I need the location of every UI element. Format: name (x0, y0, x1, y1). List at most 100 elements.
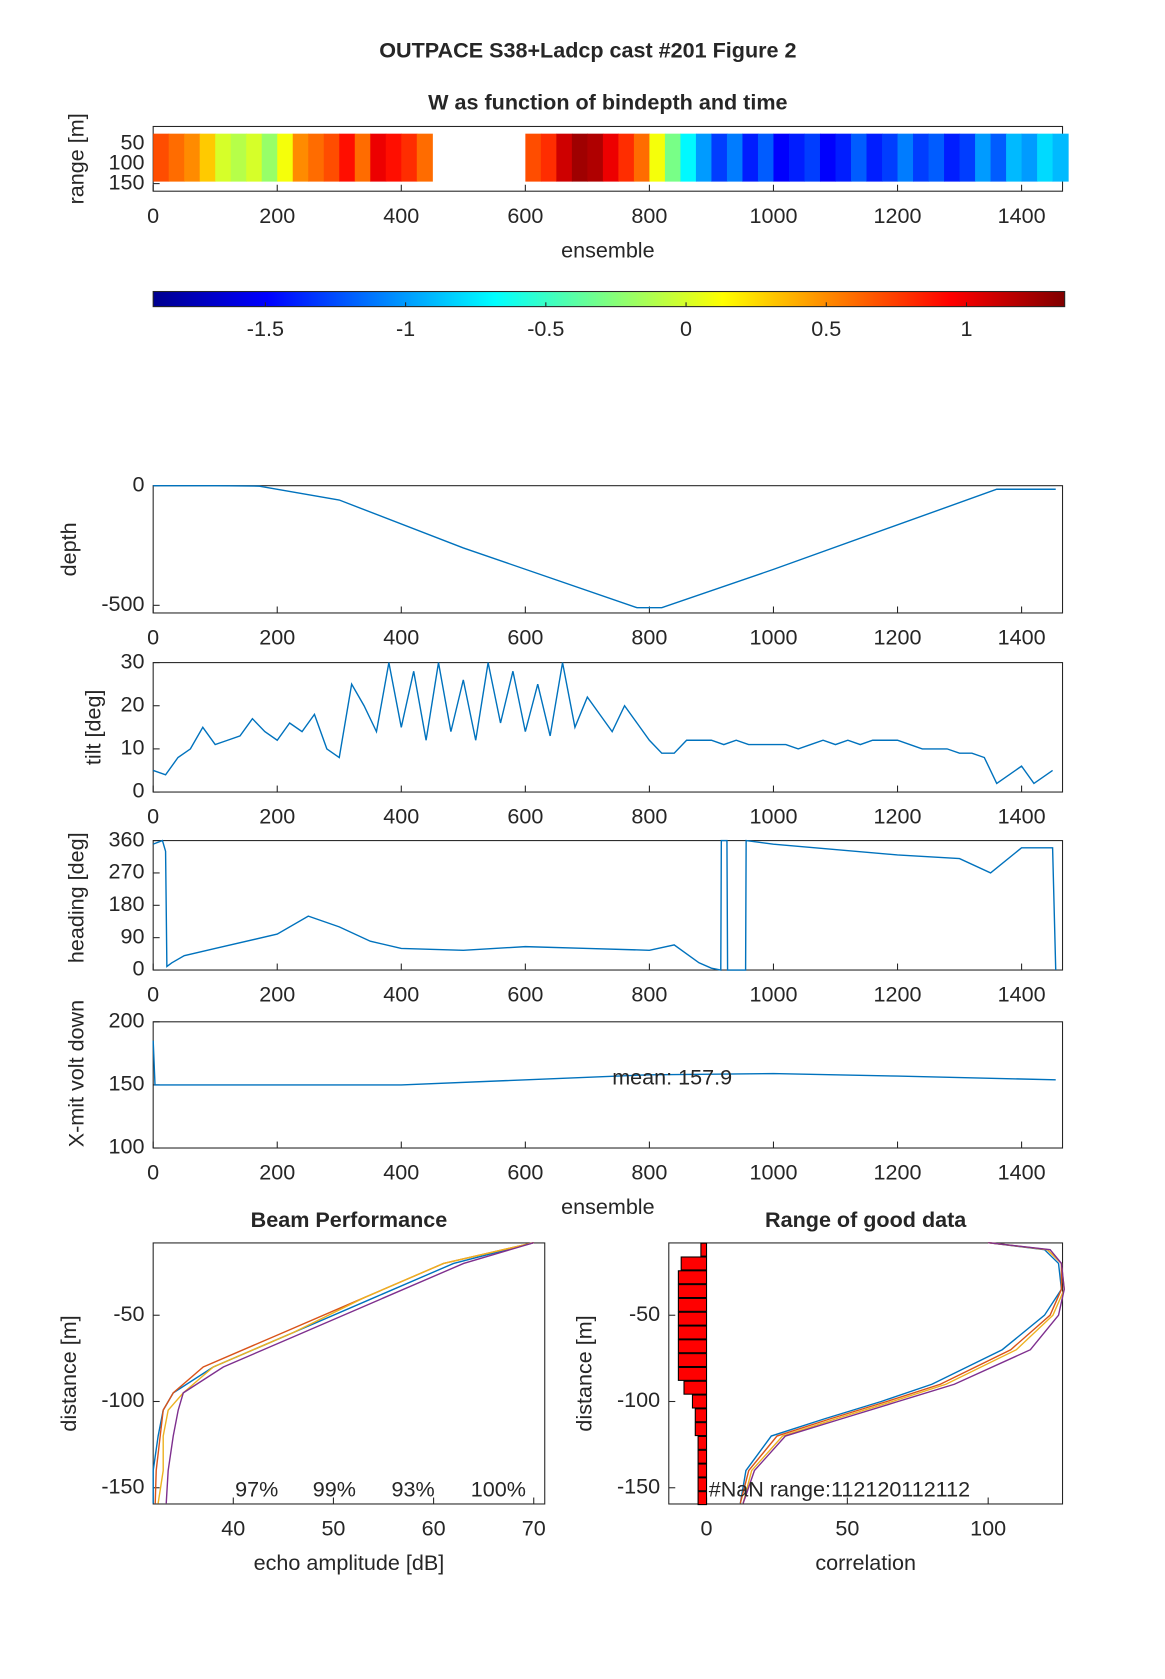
heatmap-cell (711, 133, 728, 182)
heatmap-cell (882, 133, 899, 182)
line (152, 839, 1057, 971)
x-axis-label: ensemble (561, 1194, 655, 1219)
colorbar-tick-label: 1 (961, 316, 973, 341)
heatmap-cell (168, 133, 185, 182)
y-tick-label: 10 (121, 735, 145, 760)
heatmap-cell (354, 133, 371, 182)
x-tick-label: 600 (507, 1160, 543, 1185)
y-tick-label: 360 (109, 826, 145, 851)
x-tick-label: 0 (147, 1160, 159, 1185)
y-tick-label: -50 (113, 1301, 144, 1326)
x-tick-label: 400 (383, 203, 419, 228)
colorbar-tick-label: -1 (396, 316, 415, 341)
profile-line (152, 1242, 534, 1504)
heatmap-cell (199, 133, 216, 182)
bar (700, 1242, 708, 1257)
x-tick-label: 1400 (998, 625, 1046, 650)
figure-title: OUTPACE S38+Ladcp cast #201 Figure 2 (379, 38, 796, 63)
heatmap-cell (835, 133, 852, 182)
percent-label: 93% (392, 1477, 435, 1502)
heatmap-cell (664, 133, 681, 182)
y-tick-label: -500 (101, 591, 144, 616)
colorbar-tick-label: -0.5 (527, 316, 564, 341)
x-tick-label: 0 (147, 203, 159, 228)
bar (677, 1297, 708, 1312)
heatmap-cell (292, 133, 309, 182)
percent-label: 97% (235, 1477, 278, 1502)
bar (683, 1380, 708, 1395)
x-tick-label: 40 (221, 1516, 245, 1541)
x-tick-label: 1200 (874, 1160, 922, 1185)
heatmap-cell (416, 133, 433, 182)
x-tick-label: 600 (507, 203, 543, 228)
x-tick-label: 70 (522, 1516, 546, 1541)
heatmap-cell (944, 133, 961, 182)
heatmap-cell (370, 133, 387, 182)
axes-box (152, 485, 1064, 614)
y-tick-label: 270 (109, 859, 145, 884)
x-tick-label: 200 (259, 203, 295, 228)
heatmap-cell (680, 133, 697, 182)
x-tick-label: 1200 (874, 625, 922, 650)
x-tick-label: 600 (507, 982, 543, 1007)
x-tick-label: 400 (383, 804, 419, 829)
y-tick-label: -100 (617, 1387, 660, 1412)
y-tick-label: 180 (109, 891, 145, 916)
heatmap-cell (308, 133, 325, 182)
x-tick-label: 200 (259, 625, 295, 650)
x-tick-label: 0 (147, 625, 159, 650)
x-tick-label: 1000 (749, 1160, 797, 1185)
heatmap-cell (230, 133, 247, 182)
x-tick-label: 600 (507, 804, 543, 829)
heatmap-cell (153, 133, 170, 182)
bar (694, 1408, 708, 1423)
bar (694, 1422, 708, 1437)
heatmap-cell (1037, 133, 1054, 182)
heatmap-cell (323, 133, 340, 182)
heatmap-cell (602, 133, 619, 182)
bar (677, 1366, 708, 1381)
heatmap-cell (556, 133, 573, 182)
heatmap-cell (757, 133, 775, 182)
annotation: #NaN range:112120112112 (709, 1477, 970, 1502)
y-tick-label: 100 (109, 149, 145, 174)
y-tick-label: 50 (121, 129, 145, 154)
line (153, 484, 1056, 609)
heatmap-cell (928, 133, 945, 182)
heatmap-cell (587, 133, 604, 182)
colorbar (152, 290, 1066, 308)
profile-line (742, 1242, 1065, 1504)
bar (677, 1270, 708, 1285)
heatmap-cell (913, 133, 930, 182)
heatmap-cell (773, 133, 790, 182)
x-tick-label: 800 (631, 625, 667, 650)
heatmap-cell (571, 133, 588, 182)
heatmap-cell (261, 133, 278, 182)
bar (677, 1325, 708, 1340)
heatmap-cell (695, 133, 712, 182)
heatmap-cell (649, 133, 666, 182)
x-tick-label: 50 (321, 1516, 345, 1541)
chart-title: W as function of bindepth and time (428, 90, 787, 115)
y-tick-label: 30 (121, 648, 145, 673)
x-tick-label: 1200 (874, 982, 922, 1007)
y-tick-label: 100 (109, 1134, 145, 1159)
x-tick-label: 1200 (874, 804, 922, 829)
percent-label: 100% (471, 1477, 526, 1502)
colorbar-tick-label: 0 (680, 316, 692, 341)
bar (697, 1477, 708, 1492)
y-tick-label: 90 (121, 923, 145, 948)
x-tick-label: 800 (631, 203, 667, 228)
x-tick-label: 1000 (749, 982, 797, 1007)
x-tick-label: 100 (970, 1516, 1006, 1541)
heatmap-cell (246, 133, 263, 182)
x-tick-label: 1000 (749, 625, 797, 650)
heatmap-cell (975, 133, 992, 182)
heatmap-cell (897, 133, 914, 182)
percent-label: 99% (313, 1477, 356, 1502)
line (152, 1040, 1056, 1086)
colorbar-tick-label: 0.5 (811, 316, 841, 341)
chart-title: Range of good data (765, 1207, 967, 1232)
x-tick-label: 400 (383, 1160, 419, 1185)
